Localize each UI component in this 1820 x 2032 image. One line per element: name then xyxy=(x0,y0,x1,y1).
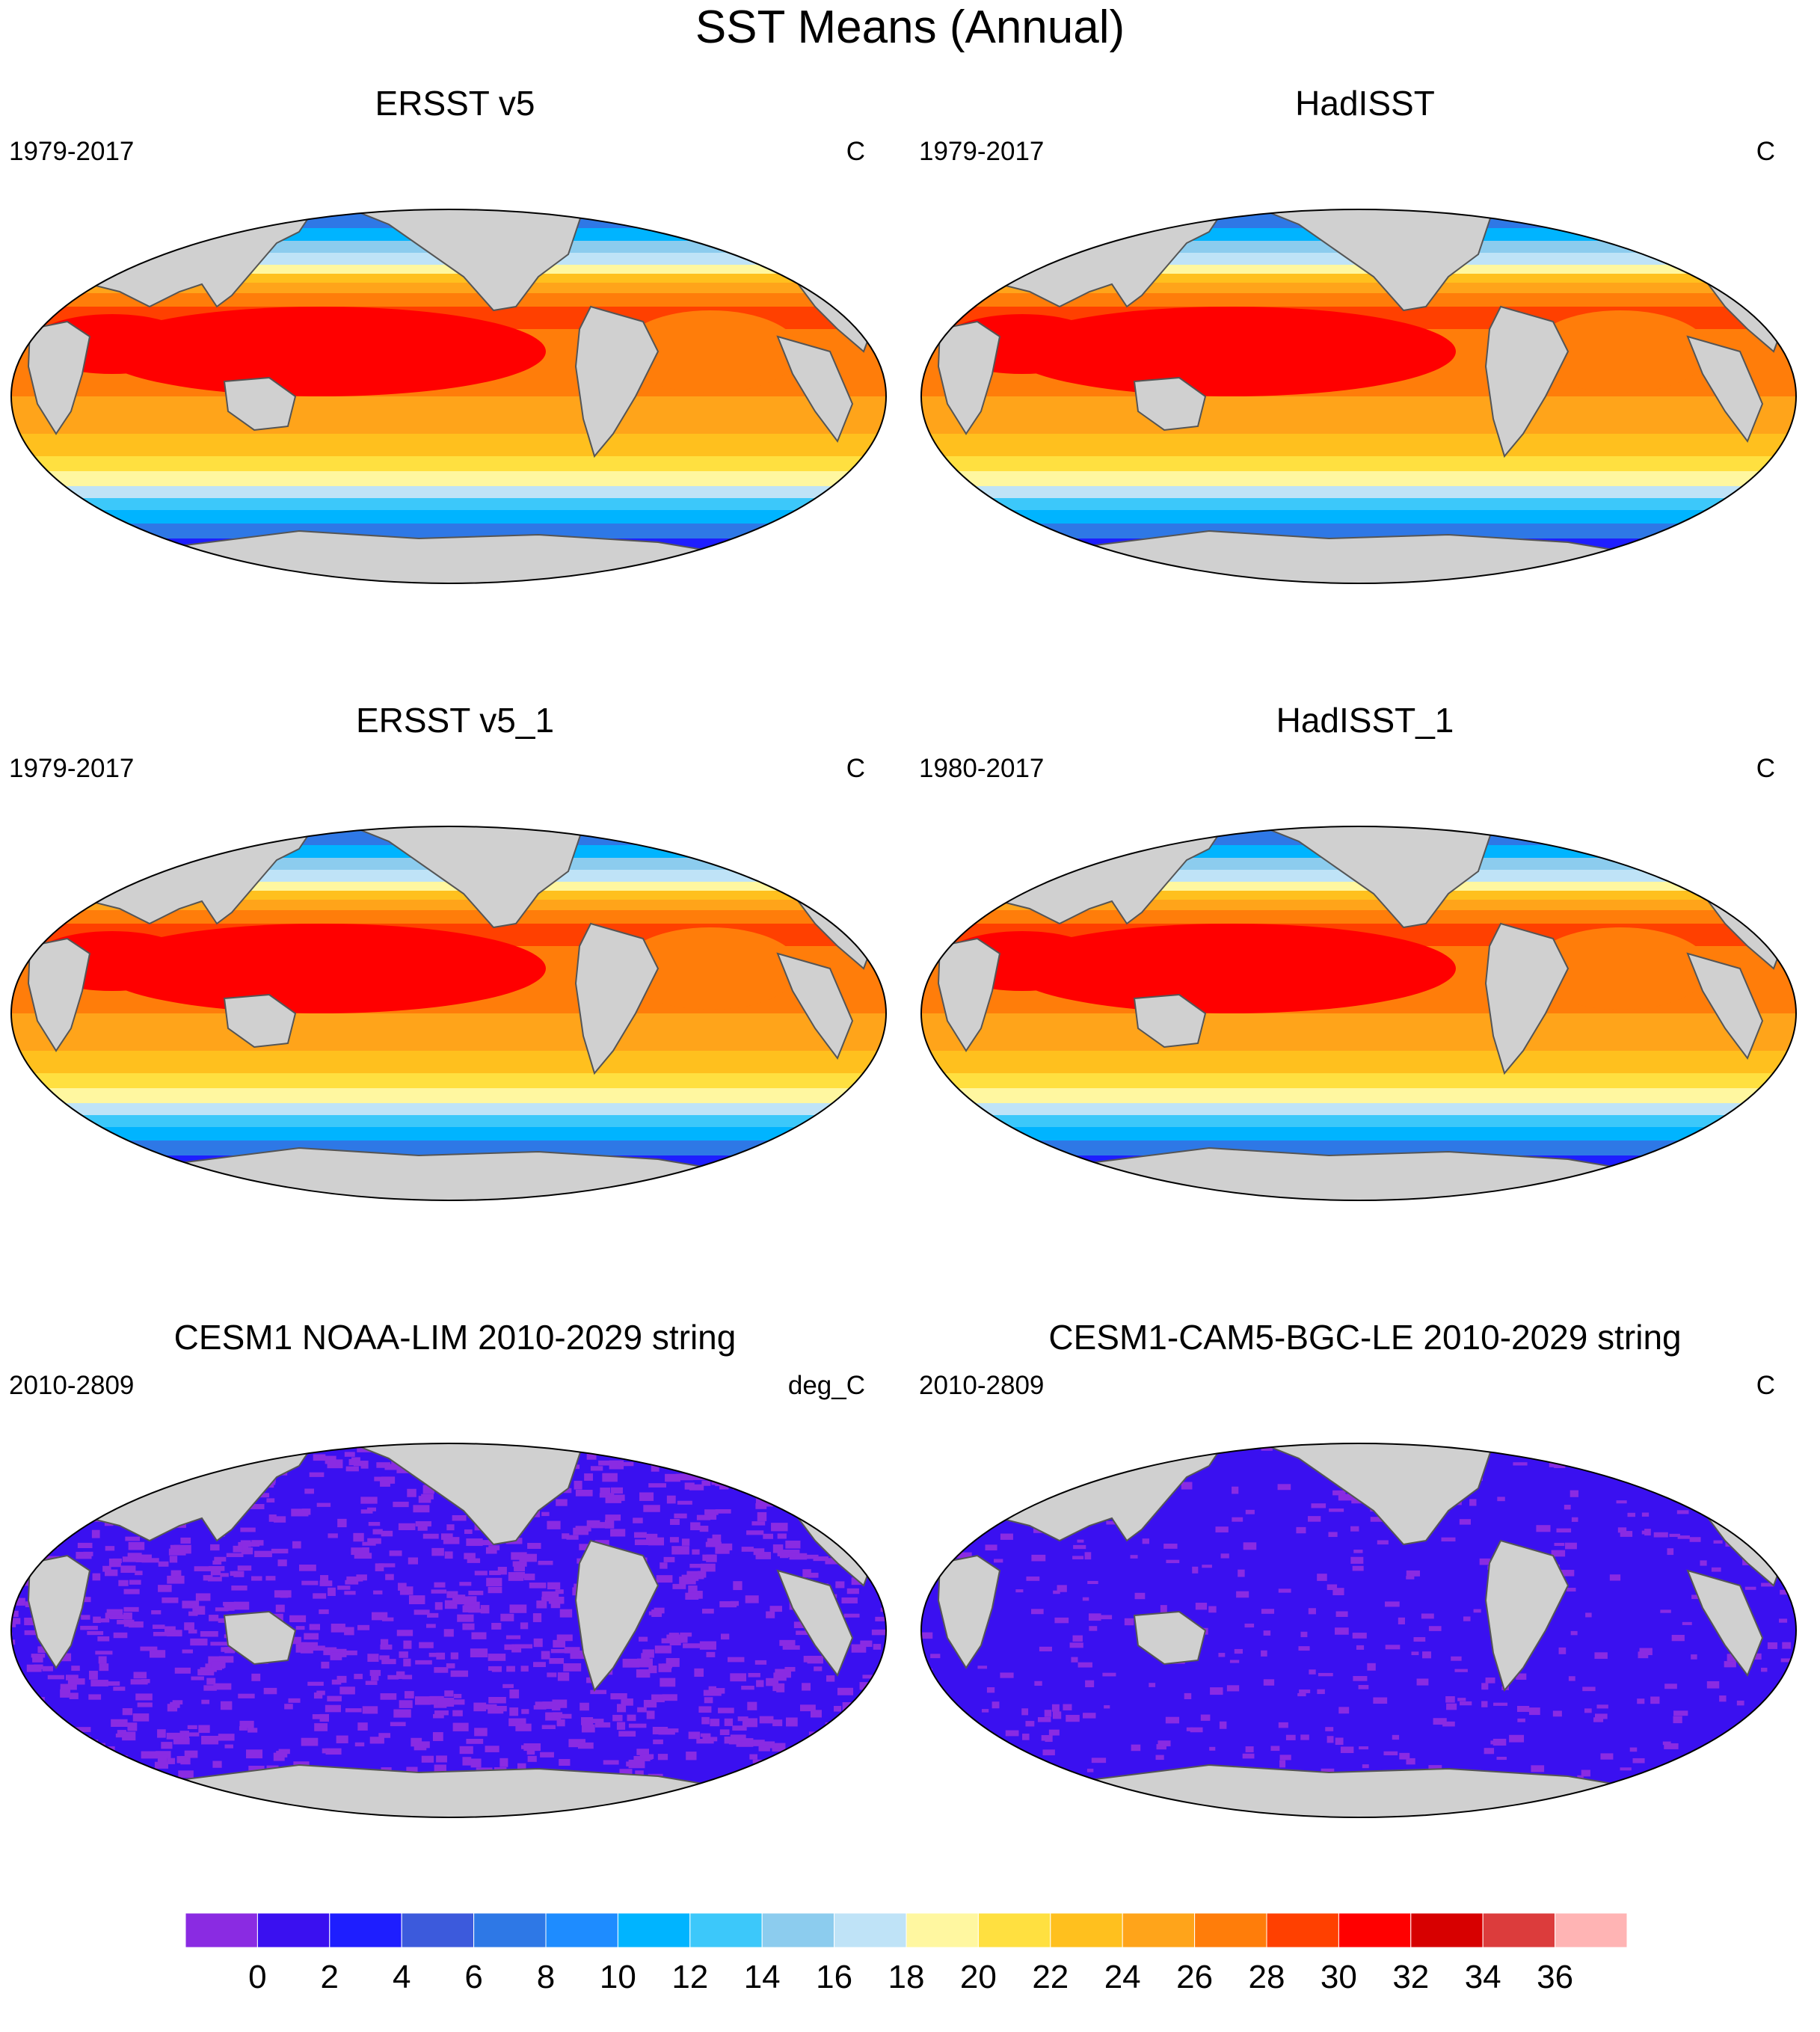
colorbar xyxy=(185,1912,1628,1948)
sst-map xyxy=(920,209,1797,584)
map-panel-ersst-v5-1: ERSST v5_1 1979-2017 C xyxy=(0,699,910,1313)
figure-title: SST Means (Annual) xyxy=(695,1,1125,53)
colorbar-box xyxy=(761,1912,835,1948)
map-panel-cesm1-noaa-lim: CESM1 NOAA-LIM 2010-2029 string 2010-280… xyxy=(0,1316,910,1930)
panel-title: ERSST v5 xyxy=(375,84,535,123)
panel-units: C xyxy=(846,137,865,166)
map-panel-ersst-v5: ERSST v5 1979-2017 C xyxy=(0,82,910,696)
map-panel-cesm1-cam5-bgc-le: CESM1-CAM5-BGC-LE 2010-2029 string 2010-… xyxy=(910,1316,1820,1930)
colorbar-tick-label: 28 xyxy=(1248,1959,1285,1995)
colorbar-tick-label: 24 xyxy=(1104,1959,1141,1995)
colorbar-tick-label: 16 xyxy=(816,1959,853,1995)
sst-map xyxy=(10,209,887,584)
colorbar-box xyxy=(1338,1912,1412,1948)
panel-period: 2010-2809 xyxy=(9,1371,135,1400)
panel-title: HadISST xyxy=(1295,84,1435,123)
colorbar-tick-label: 2 xyxy=(320,1959,339,1995)
colorbar-tick-label: 22 xyxy=(1032,1959,1069,1995)
colorbar-tick-label: 34 xyxy=(1464,1959,1501,1995)
colorbar-tick-label: 10 xyxy=(599,1959,636,1995)
colorbar-box xyxy=(1050,1912,1123,1948)
colorbar-tick-label: 18 xyxy=(888,1959,925,1995)
colorbar-box xyxy=(1555,1912,1628,1948)
panel-title: ERSST v5_1 xyxy=(355,701,555,740)
colorbar-box xyxy=(401,1912,475,1948)
colorbar-tick-label: 36 xyxy=(1537,1959,1574,1995)
colorbar-box xyxy=(689,1912,763,1948)
sst-map xyxy=(920,826,1797,1201)
colorbar-box xyxy=(545,1912,618,1948)
panel-units: deg_C xyxy=(787,1371,865,1400)
colorbar-tick-label: 6 xyxy=(464,1959,483,1995)
colorbar-box xyxy=(977,1912,1051,1948)
colorbar-box xyxy=(906,1912,979,1948)
panel-title: HadISST_1 xyxy=(1276,701,1454,740)
colorbar-box xyxy=(1122,1912,1196,1948)
panel-units: C xyxy=(1756,137,1775,166)
colorbar-tick-label: 30 xyxy=(1320,1959,1357,1995)
colorbar-box xyxy=(185,1912,258,1948)
colorbar-tick-label: 26 xyxy=(1176,1959,1214,1995)
colorbar-box xyxy=(256,1912,331,1948)
panel-title: CESM1 NOAA-LIM 2010-2029 string xyxy=(173,1318,737,1357)
sst-map xyxy=(10,1443,887,1818)
colorbar-box xyxy=(1266,1912,1339,1948)
colorbar-tick-label: 8 xyxy=(536,1959,556,1995)
panel-period: 1979-2017 xyxy=(919,137,1045,166)
colorbar-tick-label: 12 xyxy=(671,1959,709,1995)
colorbar-box xyxy=(834,1912,907,1948)
panel-period: 1979-2017 xyxy=(9,137,135,166)
colorbar-box xyxy=(473,1912,547,1948)
panel-title: CESM1-CAM5-BGC-LE 2010-2029 string xyxy=(1048,1318,1682,1357)
colorbar-tick-label: 4 xyxy=(392,1959,411,1995)
colorbar-tick-label: 32 xyxy=(1392,1959,1430,1995)
panel-period: 2010-2809 xyxy=(919,1371,1045,1400)
colorbar-box xyxy=(1482,1912,1556,1948)
panel-period: 1980-2017 xyxy=(919,754,1045,783)
sst-map xyxy=(920,1443,1797,1818)
colorbar-box xyxy=(1194,1912,1267,1948)
colorbar-tick-label: 14 xyxy=(743,1959,781,1995)
colorbar-box xyxy=(329,1912,402,1948)
sst-map xyxy=(10,826,887,1201)
map-panel-hadisst-1: HadISST_1 1980-2017 C xyxy=(910,699,1820,1313)
map-panel-hadisst: HadISST 1979-2017 C xyxy=(910,82,1820,696)
colorbar-tick-label: 0 xyxy=(248,1959,267,1995)
panel-units: C xyxy=(1756,1371,1775,1400)
colorbar-tick-label: 20 xyxy=(959,1959,997,1995)
panel-units: C xyxy=(1756,754,1775,783)
colorbar-box xyxy=(617,1912,691,1948)
panel-period: 1979-2017 xyxy=(9,754,135,783)
colorbar-box xyxy=(1410,1912,1484,1948)
panel-units: C xyxy=(846,754,865,783)
